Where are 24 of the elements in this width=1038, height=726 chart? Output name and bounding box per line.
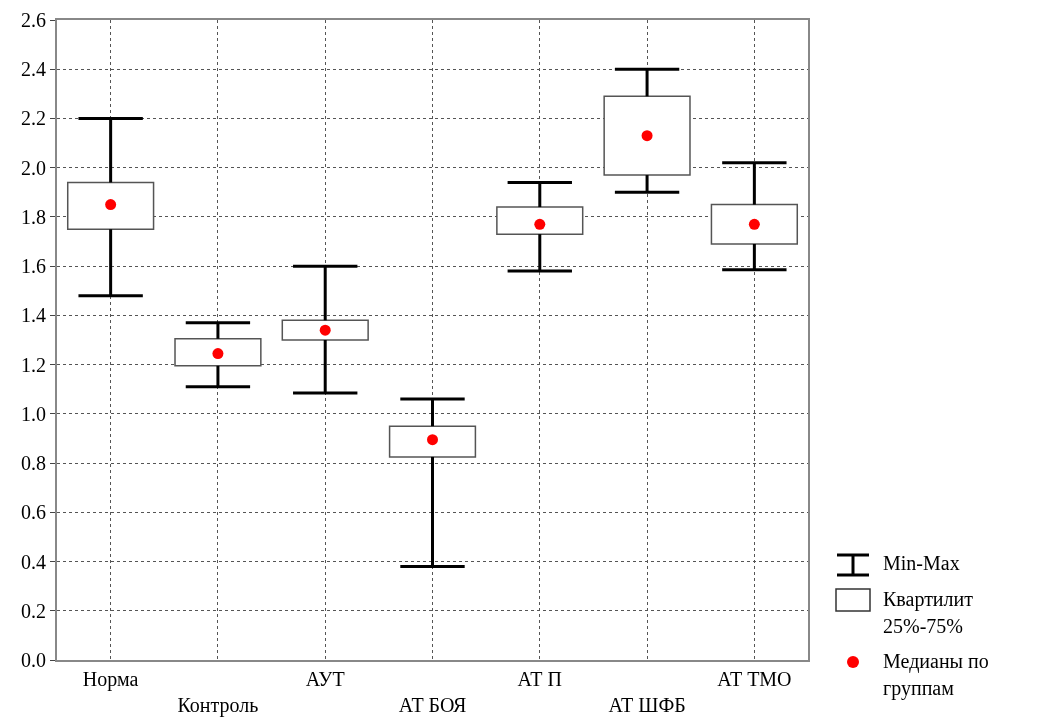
y-tick-label: 2.0 bbox=[21, 156, 46, 179]
y-tick-label: 0.4 bbox=[21, 550, 46, 573]
text: Медианы по группам bbox=[883, 649, 990, 702]
text: Квартилит 25%-75% bbox=[883, 587, 974, 639]
x-tick-label: АТ БОЯ bbox=[398, 694, 467, 716]
y-tick-label: 2.2 bbox=[21, 107, 46, 130]
y-tick-label: 0.0 bbox=[21, 649, 46, 671]
x-tick-label: АУТ bbox=[305, 668, 345, 690]
y-tick-label: 2.6 bbox=[21, 9, 46, 31]
x-tick-label: АТ ШФБ bbox=[608, 694, 686, 716]
y-tick-label: 1.8 bbox=[21, 205, 46, 228]
x-tick-label: АТ ТМО bbox=[717, 668, 792, 690]
x-tick-label: Контроль bbox=[177, 694, 259, 717]
y-tick-label: 2.4 bbox=[21, 58, 46, 81]
y-tick-label: 0.6 bbox=[21, 501, 46, 524]
x-tick-label: АТ П bbox=[517, 668, 562, 690]
y-tick-label: 1.0 bbox=[21, 402, 46, 425]
y-tick-label: 0.2 bbox=[21, 599, 46, 622]
x-tick-label: Норма bbox=[82, 668, 139, 691]
y-tick-label: 1.4 bbox=[21, 304, 46, 327]
y-tick-label: 1.6 bbox=[21, 255, 46, 278]
y-tick-label: 0.8 bbox=[21, 452, 46, 475]
text: Min-Max bbox=[883, 551, 961, 576]
y-tick-label: 1.2 bbox=[21, 353, 46, 376]
